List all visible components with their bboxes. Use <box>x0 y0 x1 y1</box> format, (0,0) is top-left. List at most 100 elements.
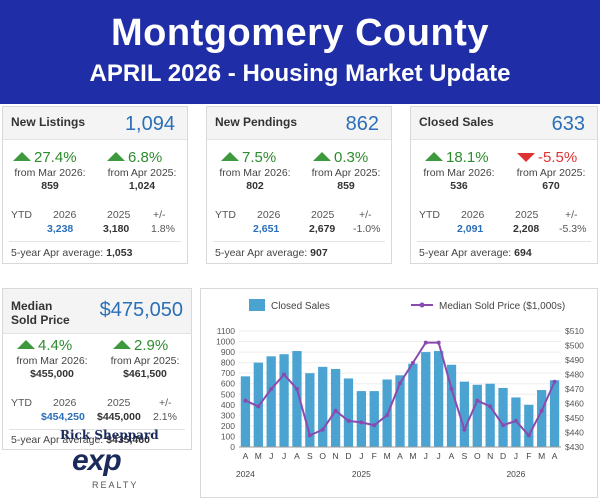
card-value: 862 <box>345 113 379 135</box>
y2-tick-label: $490 <box>565 355 584 365</box>
bar <box>498 387 508 447</box>
price-point <box>320 427 325 432</box>
card-value: 633 <box>551 113 585 135</box>
card-header <box>3 107 187 140</box>
card-value: $475,050 <box>99 299 183 321</box>
bar <box>330 368 341 447</box>
price-point <box>269 387 274 391</box>
y-tick-label: 300 <box>221 410 235 420</box>
five-year-average: 5-year Apr average: 694 <box>419 247 532 259</box>
up-arrow-icon <box>17 339 35 349</box>
card-title: New Pendings <box>215 115 298 129</box>
five-year-average: 5-year Apr average: 1,053 <box>11 247 133 259</box>
divider <box>9 429 185 430</box>
bar <box>305 373 315 447</box>
card-header <box>3 289 191 334</box>
card-closed-sales: Closed Sales 633 18.1% -5.5% from Mar 20… <box>410 106 598 264</box>
x-tick-label: F <box>526 451 531 461</box>
bar <box>292 351 302 447</box>
x-tick-label: J <box>424 451 428 461</box>
change-year-detail: from Apr 2025: 859 <box>311 167 381 192</box>
bar <box>434 351 444 447</box>
y2-tick-label: $450 <box>565 413 584 423</box>
year-label: 2026 <box>506 469 525 479</box>
x-tick-label: J <box>514 451 518 461</box>
change-month-detail: from Mar 2026: 859 <box>14 167 86 192</box>
page-subtitle: APRIL 2026 - Housing Market Update <box>89 60 511 87</box>
price-point <box>462 427 467 432</box>
y-tick-label: 800 <box>221 358 235 368</box>
change-month-detail: from Mar 2026: $455,000 <box>16 355 88 380</box>
change-month: 27.4% <box>13 149 77 166</box>
price-point <box>552 379 557 384</box>
up-arrow-icon <box>113 339 131 349</box>
up-arrow-icon <box>425 151 443 161</box>
card-median-price: Median Sold Price $475,050 4.4% 2.9% from… <box>2 288 192 450</box>
change-month-detail: from Mar 2026: 802 <box>219 167 291 192</box>
x-tick-label: J <box>282 451 286 461</box>
divider <box>213 241 385 242</box>
change-year-detail: from Apr 2025: 670 <box>516 167 586 192</box>
bar <box>485 383 495 447</box>
change-month: 7.5% <box>221 149 276 166</box>
bar <box>537 390 547 447</box>
legend-swatch-closed-sales <box>249 299 265 311</box>
price-point <box>346 418 351 423</box>
price-point <box>243 398 248 403</box>
change-year-detail: from Apr 2025: 1,024 <box>107 167 177 192</box>
y-tick-label: 1000 <box>216 337 235 347</box>
bar <box>408 363 418 447</box>
change-month: 18.1% <box>425 149 489 166</box>
price-point <box>398 381 402 386</box>
bar <box>395 375 405 447</box>
price-point <box>385 413 390 418</box>
bar <box>240 376 251 447</box>
change-month: 4.4% <box>17 337 72 354</box>
x-tick-label: M <box>255 451 262 461</box>
bar <box>266 356 276 447</box>
up-arrow-icon <box>221 151 239 161</box>
x-tick-label: A <box>294 451 300 461</box>
y-tick-label: 200 <box>221 421 235 431</box>
legend-label: Median Sold Price ($1,000s) <box>439 301 565 312</box>
banner: Montgomery County APRIL 2026 - Housing M… <box>0 0 600 104</box>
bar <box>343 378 354 447</box>
divider <box>9 241 181 242</box>
y-tick-label: 400 <box>221 400 235 410</box>
year-label: 2024 <box>236 469 255 479</box>
x-tick-label: M <box>538 451 545 461</box>
bar <box>472 384 482 447</box>
price-point <box>449 387 454 391</box>
y-tick-label: 900 <box>221 347 235 357</box>
down-arrow-icon <box>517 152 535 162</box>
x-tick-label: J <box>269 451 273 461</box>
five-year-average: 5-year Apr average: 907 <box>215 247 328 259</box>
change-year: -5.5% <box>517 149 577 166</box>
x-tick-label: M <box>384 451 391 461</box>
price-point <box>436 340 441 345</box>
x-tick-label: O <box>319 451 326 461</box>
x-tick-label: J <box>359 451 363 461</box>
brand-tag: REALTY <box>92 480 139 490</box>
y-tick-label: 0 <box>230 442 235 452</box>
price-point <box>359 420 364 425</box>
sales-price-chart: Closed Sales Median Sold Price ($1,000s) 1… <box>200 288 598 498</box>
divider <box>417 241 591 242</box>
y-tick-label: 600 <box>221 379 235 389</box>
up-arrow-icon <box>13 151 31 161</box>
y-tick-label: 700 <box>221 368 235 378</box>
year-label: 2025 <box>352 469 371 479</box>
price-point <box>282 372 287 377</box>
change-year-detail: from Apr 2025: $461,500 <box>110 355 180 380</box>
x-tick-label: N <box>333 451 339 461</box>
legend-label: Closed Sales <box>271 301 330 312</box>
x-tick-label: F <box>372 451 377 461</box>
x-tick-label: A <box>397 451 403 461</box>
price-point <box>475 398 480 403</box>
x-tick-label: D <box>345 451 351 461</box>
card-new-pendings: New Pendings 862 7.5% 0.3% from Mar 2026… <box>206 106 392 264</box>
x-tick-label: J <box>437 451 441 461</box>
x-tick-label: S <box>307 451 313 461</box>
card-value: 1,094 <box>124 113 175 135</box>
y-tick-label: 1100 <box>217 326 236 336</box>
